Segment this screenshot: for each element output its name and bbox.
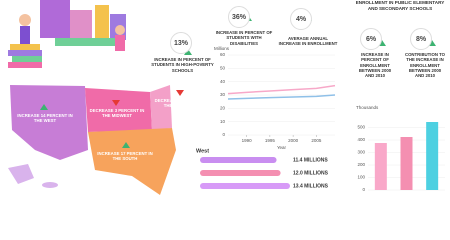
stat-value: 4% — [290, 8, 312, 30]
y-tick-label: 400 — [357, 137, 365, 142]
y-tick-label: 40 — [220, 79, 226, 84]
value-label: 11.4 MILLIONS — [293, 157, 328, 163]
bar — [200, 183, 290, 189]
bar — [400, 137, 413, 190]
stat-text: INCREASE IN PERCENT OF STUDENTS IN HIGH-… — [151, 57, 214, 73]
y-axis-label: Thousands — [356, 105, 379, 110]
region-label: INCREASE 14 PERCENT IN THE WEST — [17, 113, 73, 124]
y-tick-label: 500 — [357, 125, 365, 130]
bar — [426, 122, 439, 190]
x-axis-label: Year — [277, 145, 287, 150]
stat-value: 36% — [228, 6, 250, 28]
region-label: DECREASE 3 PERCENT IN THE MIDWEST — [89, 108, 145, 119]
x-tick-label: 2000 — [288, 138, 299, 143]
y-tick-label: 200 — [357, 162, 365, 167]
y-tick-label: 100 — [357, 175, 365, 180]
y-tick-label: 300 — [357, 150, 365, 155]
down-indicator — [112, 100, 120, 106]
illustration — [8, 0, 126, 68]
y-tick-label: 20 — [220, 106, 226, 111]
value-label: 12.0 MILLIONS — [293, 170, 329, 176]
y-tick-label: 60 — [220, 52, 226, 57]
value-label: 13.4 MILLIONS — [293, 183, 329, 189]
up-indicator — [184, 49, 192, 55]
region-label: INCREASE 17 PERCENT IN THE SOUTH — [97, 151, 153, 162]
y-axis-label: Millions — [214, 46, 230, 51]
region-label: DECREASE 8 PERCENT IN THE NORTHEAST — [154, 98, 210, 109]
bar — [200, 170, 281, 176]
bar — [200, 157, 277, 163]
y-tick-label: 0 — [222, 132, 225, 137]
stat-value: 13% — [170, 32, 192, 54]
enrollment-title: ENROLLMENT IN PUBLIC ELEMENTARY AND SECO… — [355, 0, 445, 11]
up-indicator — [122, 142, 130, 148]
line — [227, 94, 336, 100]
stat-text: INCREASE IN PERCENT OF STUDENTS WITH DIS… — [215, 30, 273, 46]
y-tick-label: 0 — [362, 187, 365, 192]
y-tick-label: 10 — [220, 119, 226, 124]
x-tick-label: 1995 — [265, 138, 276, 143]
stat-text: AVERAGE ANNUAL INCREASE IN ENROLLMENT — [278, 36, 338, 47]
stat-value: 8% — [410, 28, 432, 50]
stat-text: CONTRIBUTION TO THE INCREASE IN ENROLLME… — [404, 52, 446, 79]
line — [227, 84, 336, 95]
up-indicator — [40, 104, 48, 110]
y-tick-label: 50 — [220, 66, 226, 71]
stat-value: 6% — [360, 28, 382, 50]
chart-title: West — [196, 148, 209, 154]
infographic: Millions Year 0 10 20 30 40 50 60 1990 1995 2000 200… — [8, 0, 446, 195]
bar — [374, 143, 387, 190]
stat-text: INCREASE IN PERCENT OF ENROLLMENT BETWEE… — [358, 52, 392, 79]
down-indicator — [176, 90, 184, 96]
y-tick-label: 30 — [220, 92, 226, 97]
us-map — [8, 85, 176, 195]
x-tick-label: 1990 — [242, 138, 253, 143]
x-tick-label: 2005 — [311, 138, 322, 143]
